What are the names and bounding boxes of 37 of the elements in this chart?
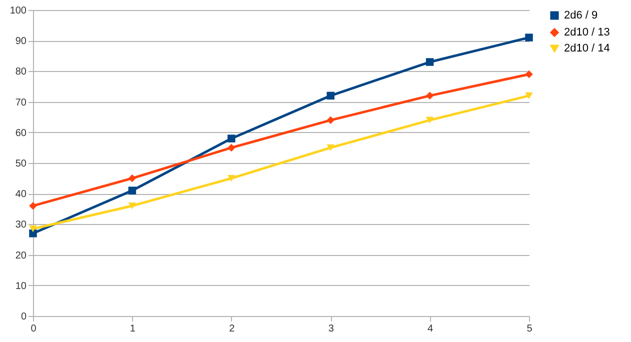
- point: [326, 144, 334, 152]
- y-tick-label: 60: [15, 128, 27, 139]
- point: [326, 92, 334, 100]
- x-tick-label: 5: [526, 324, 533, 334]
- point: [228, 174, 236, 182]
- y-tick-label: 10: [15, 280, 27, 292]
- point: [128, 202, 136, 210]
- x-tick-label: 2: [229, 324, 236, 334]
- x-tick-label: 4: [428, 324, 434, 334]
- point: [426, 116, 434, 124]
- y-tick-label: 20: [15, 250, 27, 262]
- point: [525, 70, 533, 78]
- y-tick-label: 100: [10, 6, 27, 16]
- y-tick-label: 30: [15, 220, 27, 231]
- point: [128, 186, 136, 194]
- point: [228, 144, 236, 152]
- legend-label: 2d10 / 13: [564, 26, 610, 38]
- legend-label: 2d10 / 14: [564, 42, 610, 54]
- point: [525, 34, 533, 42]
- point: [128, 174, 136, 182]
- point: [426, 58, 434, 66]
- point: [326, 116, 334, 124]
- point: [29, 202, 37, 210]
- y-tick-label: 0: [20, 312, 27, 322]
- point: [29, 230, 37, 238]
- point: [525, 92, 533, 100]
- point: [228, 134, 236, 142]
- y-tick-label: 90: [15, 36, 27, 48]
- y-tick-label: 50: [15, 158, 27, 170]
- y-tick-label: 80: [15, 66, 27, 78]
- y-tick-label: 70: [15, 97, 27, 108]
- y-tick-label: 40: [15, 189, 27, 200]
- x-tick-label: 3: [328, 324, 334, 334]
- x-tick-label: 0: [30, 324, 37, 334]
- legend-label: 2d6 / 9: [564, 10, 598, 22]
- x-tick-label: 1: [130, 324, 136, 334]
- point: [426, 92, 434, 100]
